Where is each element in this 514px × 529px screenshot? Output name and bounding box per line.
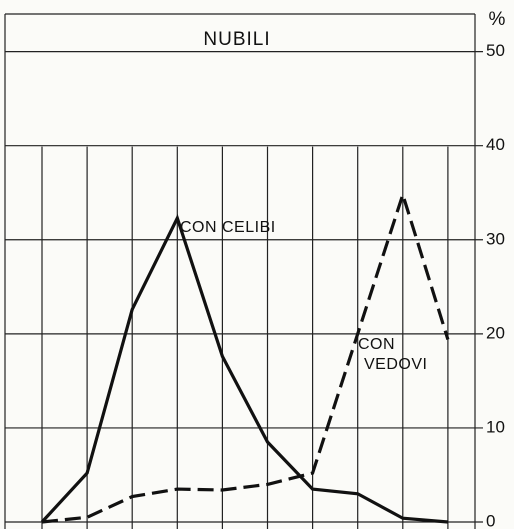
y-tick-label: 30 — [486, 229, 505, 248]
series-label: CON VEDOVI — [358, 336, 427, 373]
y-axis-label: % — [489, 9, 506, 30]
y-tick-label: 50 — [486, 41, 505, 60]
line-series — [40, 213, 449, 524]
series-label-line: CON — [358, 336, 400, 353]
y-tick-label: 20 — [486, 323, 505, 342]
chart-title: NUBILI — [203, 29, 270, 50]
y-tick-label: 40 — [486, 135, 505, 154]
y-tick-label: 10 — [486, 417, 505, 436]
y-tick-label: 0 — [486, 511, 495, 529]
line-series — [41, 189, 450, 524]
series-label-line: VEDOVI — [364, 356, 427, 373]
series-label: CON CELIBI — [180, 219, 276, 236]
